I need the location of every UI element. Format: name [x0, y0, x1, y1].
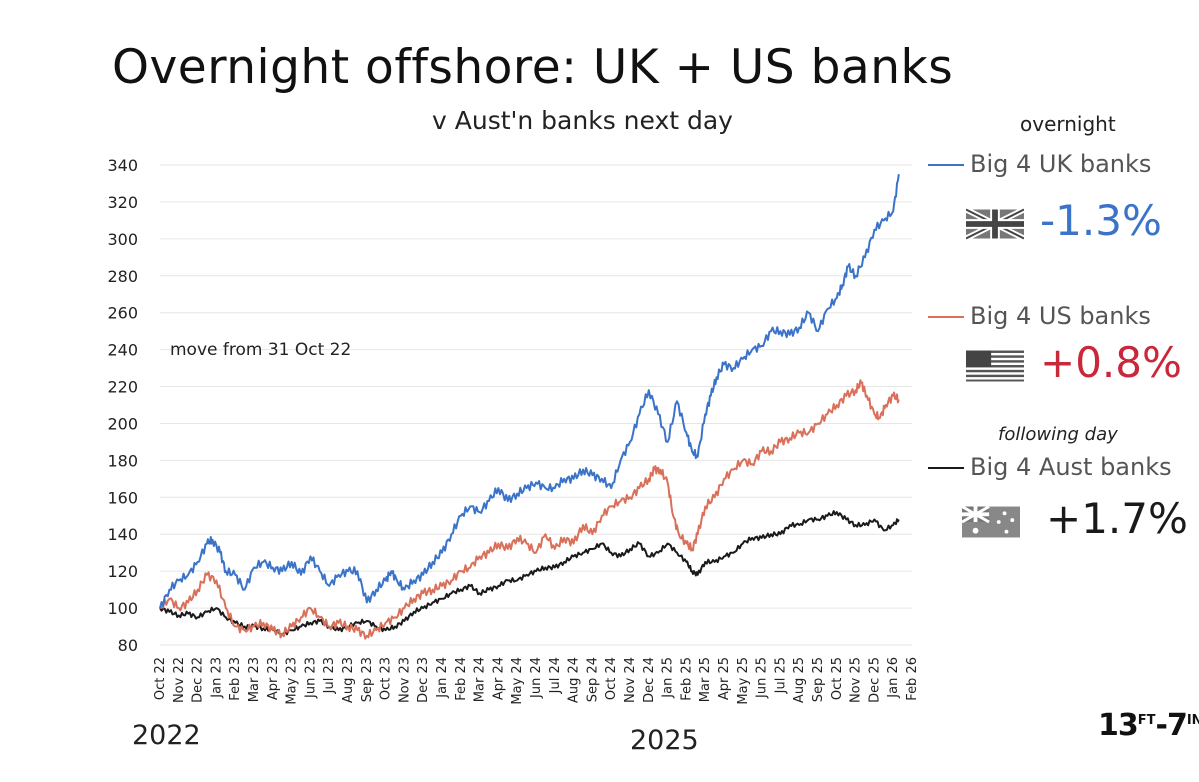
legend-line-aust [928, 467, 964, 469]
x-tick-label: Sep 25 [811, 657, 826, 702]
x-tick-label: Apr 23 [266, 657, 281, 700]
year-label-start: 2022 [132, 720, 201, 751]
logo-num2: 7 [1166, 708, 1188, 743]
x-tick-label: Mar 24 [473, 657, 488, 702]
y-tick-label: 80 [118, 636, 138, 655]
series-line-big-4-us-banks [159, 379, 900, 640]
logo-dash: - [1155, 708, 1168, 743]
x-tick-label: May 23 [285, 657, 300, 705]
y-tick-label: 160 [107, 488, 138, 507]
x-tick-label: Dec 24 [642, 657, 657, 703]
x-tick-label: Feb 25 [679, 657, 694, 701]
x-tick-label: Nov 23 [397, 657, 412, 703]
following-day-label: following day [998, 424, 1118, 445]
x-tick-label: Aug 23 [341, 657, 356, 703]
x-tick-label: Feb 26 [905, 657, 920, 701]
x-tick-label: Dec 25 [867, 657, 882, 703]
legend-label-uk: Big 4 UK banks [970, 150, 1152, 178]
x-tick-label: May 24 [510, 657, 525, 705]
logo-ft: FT [1137, 713, 1156, 728]
x-tick-label: Jun 25 [755, 657, 770, 699]
change-uk: -1.3% [1040, 196, 1162, 245]
y-tick-label: 200 [107, 414, 138, 433]
chart-annotation: move from 31 Oct 22 [170, 340, 352, 360]
x-tick-label: Aug 24 [567, 657, 582, 703]
y-tick-label: 140 [107, 525, 138, 544]
x-tick-label: Oct 24 [604, 657, 619, 700]
brand-logo: 13FT-7IN [1098, 708, 1199, 743]
x-tick-label: Jun 24 [529, 657, 544, 699]
x-tick-label: Jul 25 [773, 657, 788, 694]
legend-line-uk [928, 164, 964, 166]
x-tick-label: Jan 23 [209, 657, 224, 699]
year-label-end: 2025 [630, 725, 699, 756]
y-axis-ticks: 80 100 120 140 160 180 200 220 240 260 280 300 320 34… [107, 156, 138, 655]
legend-line-us [928, 316, 964, 318]
y-tick-label: 340 [107, 156, 138, 175]
change-us: +0.8% [1040, 338, 1182, 387]
y-tick-label: 240 [107, 341, 138, 360]
x-tick-label: Mar 23 [247, 657, 262, 702]
x-tick-label: Sep 23 [360, 657, 375, 702]
x-tick-label: Mar 25 [698, 657, 713, 702]
x-tick-label: Jul 24 [548, 657, 563, 694]
chart-grid [160, 164, 912, 646]
chart-series [159, 174, 900, 640]
legend-label-aust: Big 4 Aust banks [970, 453, 1172, 481]
x-tick-label: Oct 23 [379, 657, 394, 700]
logo-num1: 13 [1098, 708, 1139, 743]
x-tick-label: Jul 23 [322, 657, 337, 694]
x-tick-label: Feb 24 [454, 657, 469, 701]
y-tick-label: 120 [107, 562, 138, 581]
x-tick-label: Jan 24 [435, 657, 450, 699]
us-flag-icon [966, 350, 1024, 382]
change-aust: +1.7% [1046, 494, 1188, 543]
x-tick-label: Jun 23 [303, 657, 318, 699]
x-tick-label: Nov 24 [623, 657, 638, 703]
x-tick-label: Oct 22 [153, 657, 168, 700]
x-tick-label: Dec 23 [416, 657, 431, 703]
x-axis-ticks: Oct 22 Nov 22 Dec 22 Jan 23 Feb 23 Mar 23 Apr … [153, 657, 920, 705]
x-tick-label: Nov 25 [849, 657, 864, 703]
x-tick-label: Jan 26 [886, 657, 901, 699]
overnight-label: overnight [1020, 112, 1116, 136]
chart-subtitle: v Aust'n banks next day [432, 106, 733, 135]
legend-label-us: Big 4 US banks [970, 302, 1151, 330]
chart-title: Overnight offshore: UK + US banks [112, 40, 954, 95]
uk-flag-icon [966, 208, 1024, 240]
y-tick-label: 260 [107, 304, 138, 323]
x-tick-label: Apr 24 [491, 657, 506, 700]
x-tick-label: Feb 23 [228, 657, 243, 701]
x-tick-label: Aug 25 [792, 657, 807, 703]
x-tick-label: Dec 22 [191, 657, 206, 703]
x-tick-label: May 25 [736, 657, 751, 705]
x-tick-label: Apr 25 [717, 657, 732, 700]
au-flag-icon [962, 506, 1020, 538]
y-tick-label: 180 [107, 451, 138, 470]
x-tick-label: Sep 24 [585, 657, 600, 702]
x-tick-label: Jan 25 [661, 657, 676, 699]
y-tick-label: 280 [107, 267, 138, 286]
y-tick-label: 220 [107, 378, 138, 397]
x-tick-label: Oct 25 [830, 657, 845, 700]
x-tick-label: Nov 22 [172, 657, 187, 703]
y-tick-label: 320 [107, 193, 138, 212]
y-tick-label: 100 [107, 599, 138, 618]
logo-in: IN [1186, 713, 1199, 728]
series-line-big-4-aust-banks [159, 510, 900, 636]
y-tick-label: 300 [107, 230, 138, 249]
series-line-big-4-uk-banks [159, 174, 900, 609]
